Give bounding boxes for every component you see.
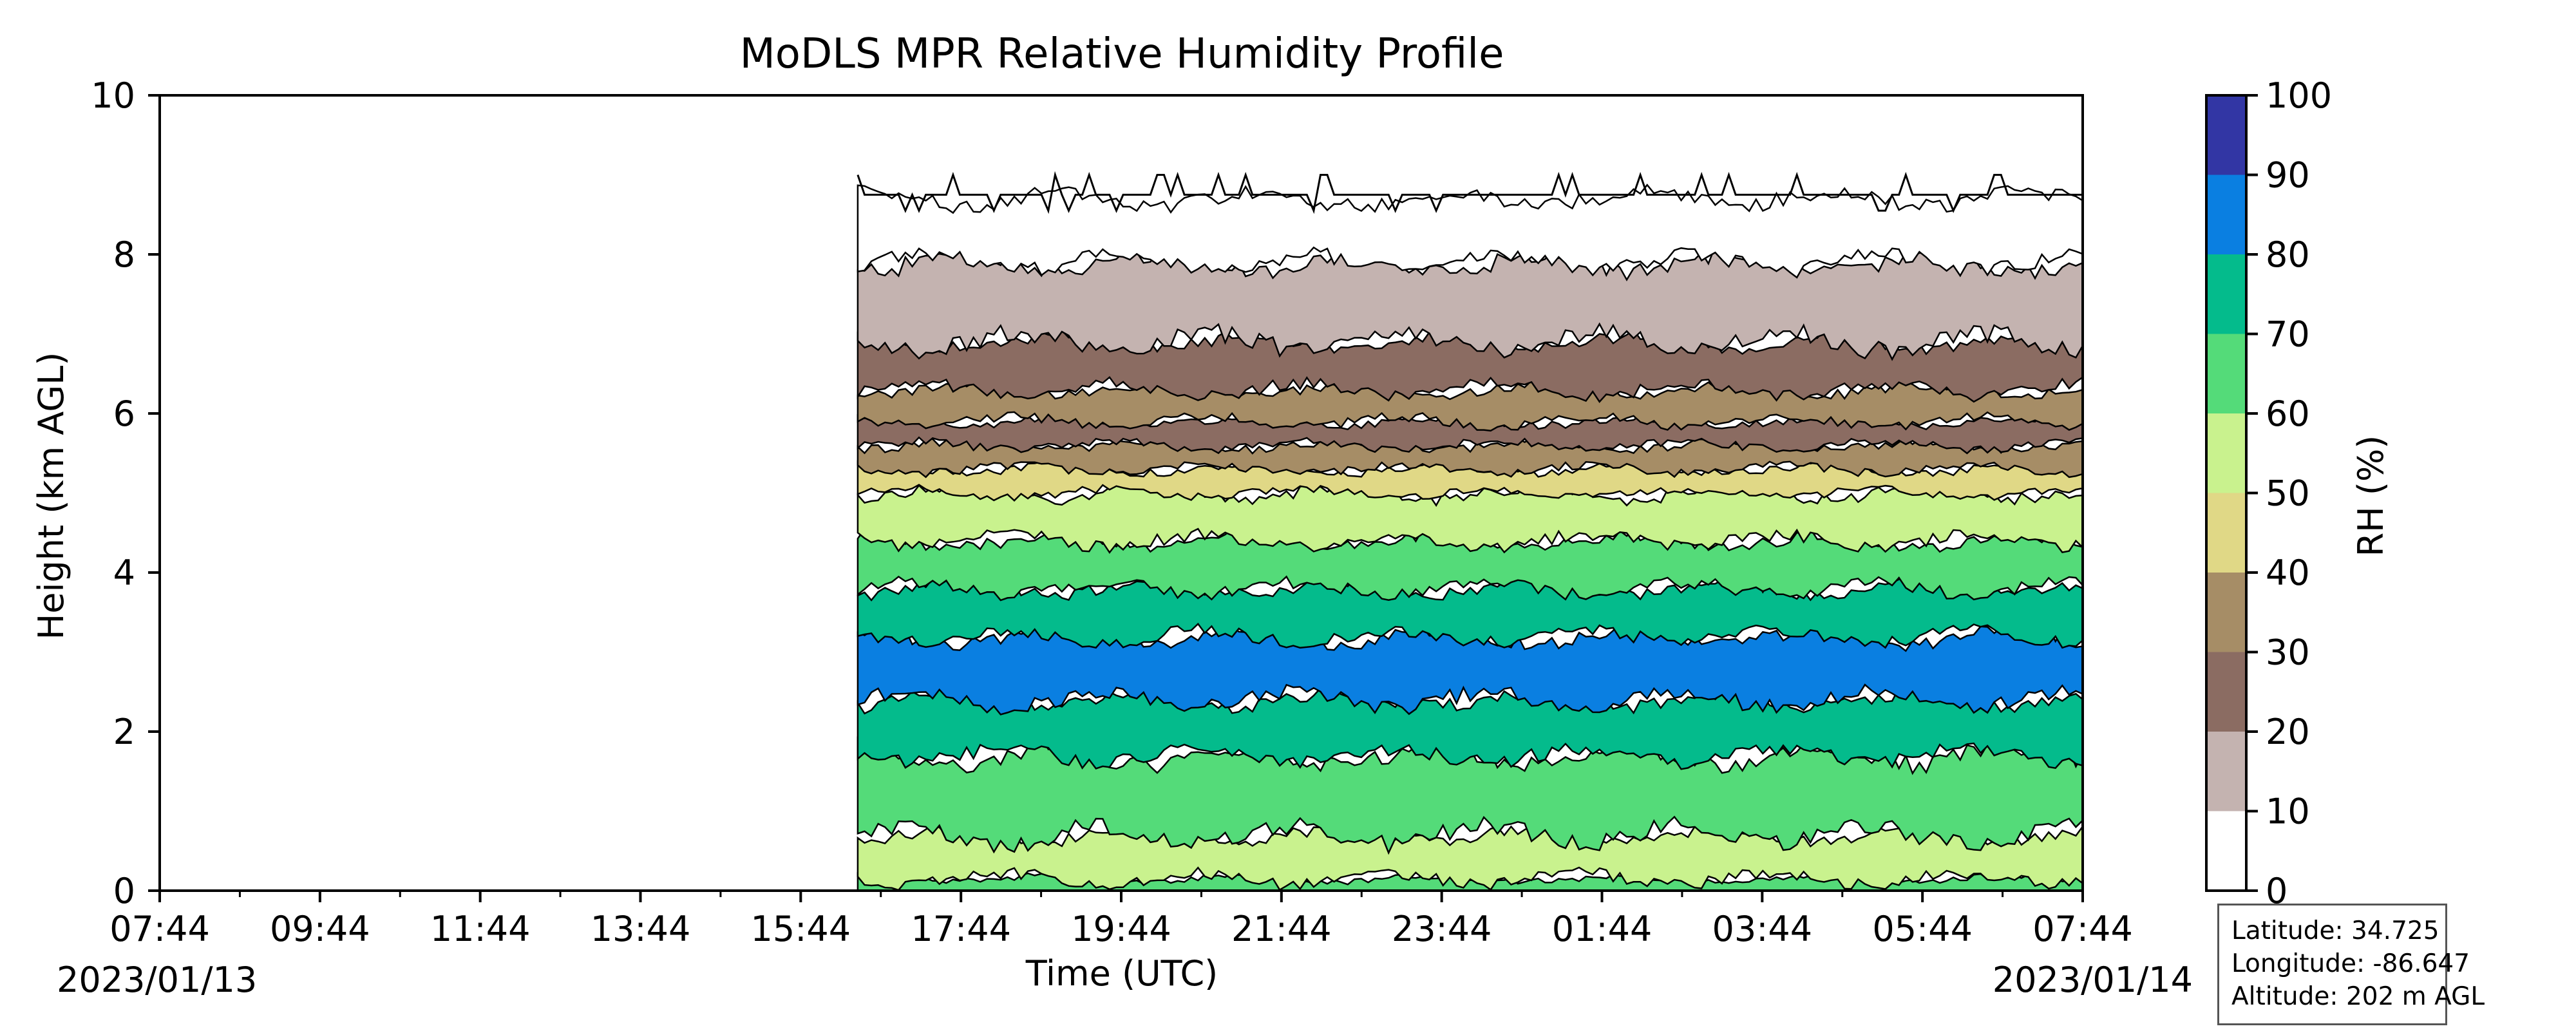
colorbar-label: RH (%) [2351,435,2391,557]
y-tick-label: 6 [113,393,135,434]
y-tick-label: 8 [113,234,135,275]
colorbar-tick-label: 80 [2266,234,2310,275]
x-tick-label: 01:44 [1552,909,1653,949]
colorbar-swatch [2206,95,2246,175]
top-contour-line [857,171,2083,214]
altitude-text: Altitude: 202 m AGL [2231,982,2485,1011]
colorbar-tick-label: 100 [2266,75,2332,116]
colorbar-tick-label: 20 [2266,712,2310,752]
colorbar-swatch [2206,413,2246,493]
colorbar-tick-label: 10 [2266,791,2310,832]
longitude-text: Longitude: -86.647 [2231,949,2470,978]
colorbar-tick-label: 40 [2266,553,2310,593]
y-tick-label: 10 [91,75,135,116]
colorbar-tick-label: 70 [2266,314,2310,355]
x-tick-label: 05:44 [1872,909,1973,949]
chart-title: MoDLS MPR Relative Humidity Profile [740,30,1504,78]
colorbar-swatch [2206,732,2246,811]
x-tick-label: 03:44 [1712,909,1813,949]
colorbar-swatch [2206,811,2246,891]
colorbar-tick-label: 90 [2266,155,2310,196]
x-tick-label: 07:44 [2032,909,2133,949]
colorbar-swatch [2206,652,2246,732]
x-tick-label: 11:44 [430,909,531,949]
y-tick-label: 4 [113,553,135,593]
colorbar-tick-label: 60 [2266,393,2310,434]
colorbar-swatch [2206,254,2246,334]
y-tick-label: 0 [113,871,135,911]
x-tick-label: 09:44 [270,909,370,949]
colorbar-tick-label: 30 [2266,632,2310,673]
x-tick-label: 13:44 [591,909,691,949]
colorbar-tick-label: 50 [2266,473,2310,514]
colorbar-swatch [2206,175,2246,254]
x-tick-label: 23:44 [1392,909,1492,949]
x-tick-label: 15:44 [751,909,851,949]
rh-layers [857,171,2084,892]
location-info-box: Latitude: 34.725 Longitude: -86.647 Alti… [2217,904,2485,1025]
colorbar-swatch [2206,334,2246,413]
x-tick-label: 19:44 [1071,909,1171,949]
x-tick-label: 17:44 [911,909,1011,949]
colorbar-swatch [2206,573,2246,652]
colorbar-swatch [2206,493,2246,573]
y-axis-label: Height (km AGL) [31,352,71,640]
x-date-label-end: 2023/01/14 [1993,960,2193,1000]
x-tick-label: 21:44 [1231,909,1332,949]
y-tick-label: 2 [113,712,135,752]
x-axis-label: Time (UTC) [1025,953,1218,994]
latitude-text: Latitude: 34.725 [2231,916,2439,945]
x-tick-label: 07:44 [109,909,210,949]
x-date-label-start: 2023/01/13 [57,960,257,1000]
